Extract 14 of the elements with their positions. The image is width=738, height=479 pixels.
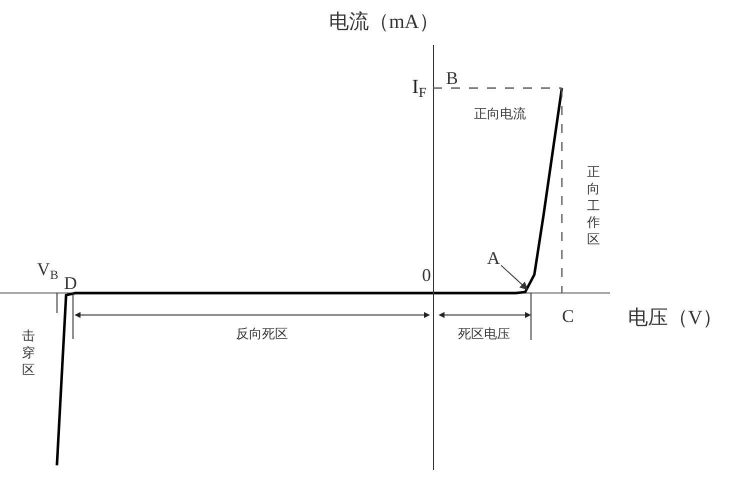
annotation: 0 [422,265,431,285]
ref-line-label: I$_{F}$ [412,76,427,102]
annotation: 反向死区 [236,326,288,341]
annotation: C [562,306,574,326]
text: B [446,68,458,88]
annotation: 正向工作区 [586,164,600,247]
annotation: 死区电压 [458,326,510,341]
annotation: D [64,273,77,293]
annotation: A [487,248,500,268]
x-axis-title: 电压（V） [628,307,722,329]
annotation: 正向电流 [474,106,526,121]
y-axis-title: 电流（mA） [329,11,439,33]
annotation: 击穿区 [22,328,35,377]
annotation: V$_{B}$ [37,259,58,282]
